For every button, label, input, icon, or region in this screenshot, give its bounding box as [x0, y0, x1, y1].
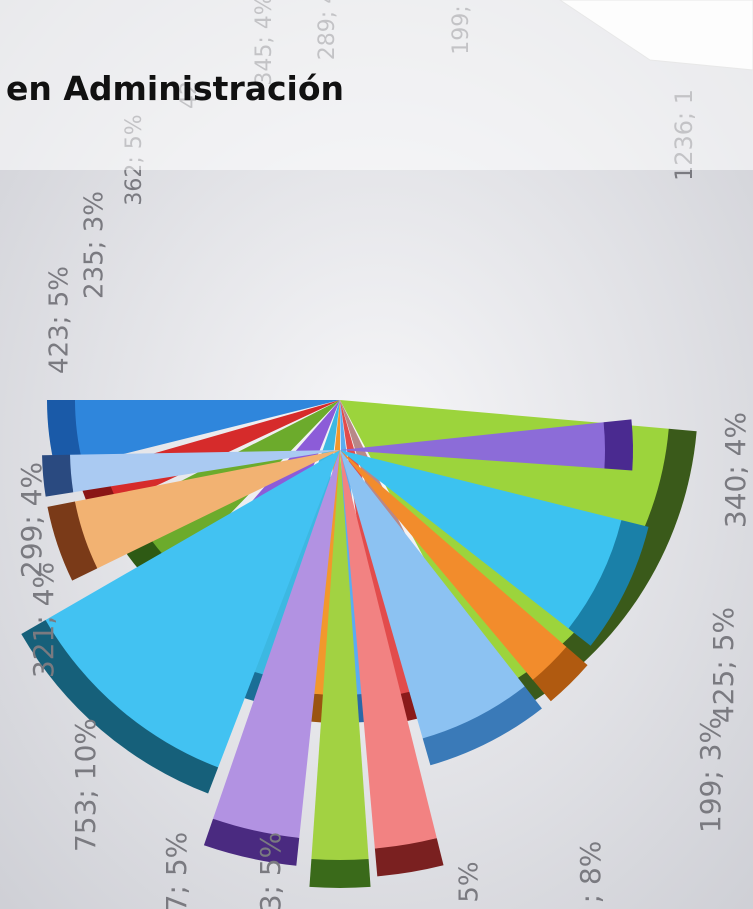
slice-label: 7; 5% [160, 832, 193, 909]
slice-label: ; 8% [574, 841, 607, 904]
wedge-side [604, 419, 633, 470]
slice-label: 425; 5% [707, 607, 740, 723]
slice-label: 3; 5% [254, 832, 287, 909]
slice-label: 340; 4% [719, 412, 752, 528]
slice-label: 423; 5% [45, 266, 75, 374]
slice-label: 199; 3% [694, 717, 727, 833]
page: 345; 4%289; 4199;42362; 5%235; 3%423; 5%… [0, 0, 753, 909]
slice-label: 753; 10% [69, 718, 102, 852]
banner-title: en Administración [6, 69, 344, 108]
slice-label: 5% [455, 861, 485, 902]
slice-label: 299; 4% [15, 462, 48, 578]
slice-label: 321; 4% [27, 562, 60, 678]
slice-label: 235; 3% [80, 191, 110, 299]
wedge-side [309, 859, 370, 888]
photo: 345; 4%289; 4199;42362; 5%235; 3%423; 5%… [0, 0, 753, 909]
